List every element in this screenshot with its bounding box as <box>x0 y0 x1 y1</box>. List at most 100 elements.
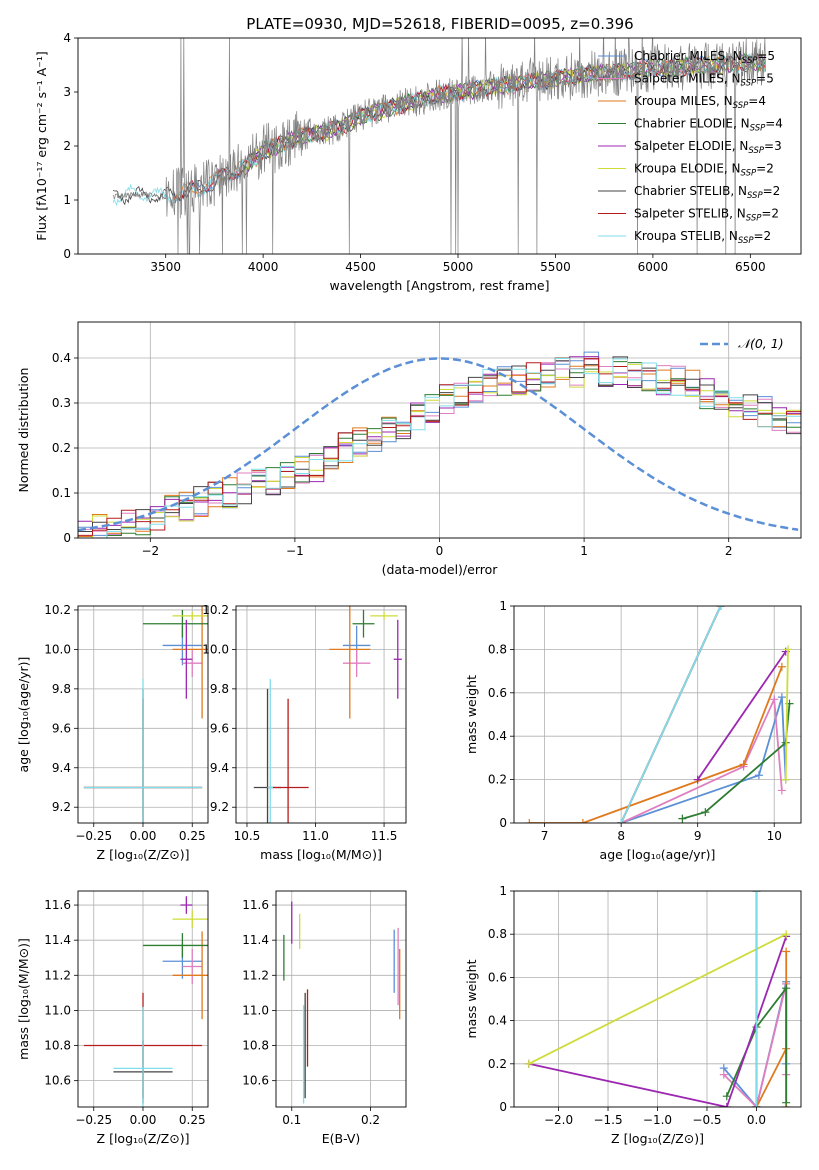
histogram-step <box>78 356 801 529</box>
x-tick-label: 0.2 <box>361 1113 380 1127</box>
legend-label: Salpeter STELIB, NSSP=2 <box>634 207 779 224</box>
x-tick-label: 3500 <box>150 260 181 274</box>
y-tick-label: 0.8 <box>488 927 507 941</box>
y-tick-label: 0.2 <box>488 1057 507 1071</box>
weight-marker <box>719 1070 728 1079</box>
y-tick-label: 11.6 <box>44 898 71 912</box>
x-tick-label: 9 <box>694 829 702 843</box>
x-tick-label: 0.0 <box>747 1113 766 1127</box>
legend-label: Kroupa STELIB, NSSP=2 <box>634 229 771 246</box>
weight-marker <box>678 814 687 823</box>
axes-frame <box>275 890 407 1108</box>
y-tick-label: 0.2 <box>488 773 507 787</box>
y-axis-label: mass weight <box>464 959 479 1038</box>
y-tick-label: 10.2 <box>44 603 71 617</box>
y-tick-label: 3 <box>63 85 71 99</box>
y-tick-label: 0.1 <box>52 486 71 500</box>
weight-marker <box>752 891 761 895</box>
weight-marker <box>782 984 791 993</box>
x-tick-label: −0.5 <box>692 1113 721 1127</box>
weight-marker <box>739 760 748 769</box>
weight-marker <box>782 1098 791 1107</box>
y-tick-label: 9.8 <box>52 682 71 696</box>
y-tick-label: 11.2 <box>44 968 71 982</box>
x-tick-label: −1 <box>286 544 304 558</box>
x-axis-label: age [log₁₀(age/yr)] <box>600 847 716 862</box>
y-tick-label: 9.4 <box>52 761 71 775</box>
y-tick-label: 10.8 <box>44 1039 71 1053</box>
plot-area <box>78 891 208 1107</box>
x-tick-label: 0 <box>436 544 444 558</box>
axes-frame <box>77 890 209 1108</box>
x-axis-label: Z [log₁₀(Z/Z⊙)] <box>97 1131 190 1146</box>
x-tick-label: 8 <box>617 829 625 843</box>
weight-marker <box>754 771 763 780</box>
x-tick-label: 5500 <box>540 260 571 274</box>
y-axis-label: Flux [fλ10⁻¹⁷ erg cm⁻² s⁻¹ A⁻¹] <box>34 51 49 240</box>
weight-marker <box>693 775 702 784</box>
y-tick-label: 0 <box>63 247 71 261</box>
x-tick-label: −0.25 <box>75 829 112 843</box>
y-tick-label: 0.2 <box>52 441 71 455</box>
axes-frame <box>77 321 802 539</box>
weight-marker <box>722 1092 731 1101</box>
weight-marker <box>770 695 779 704</box>
y-tick-label: 1 <box>499 599 507 613</box>
y-tick-label: 1 <box>63 193 71 207</box>
x-tick-label: 6000 <box>638 260 669 274</box>
y-tick-label: 0 <box>499 1100 507 1114</box>
plot-area <box>514 606 801 823</box>
panel-mass-vs-Z: −0.25 0.00 0.25 10.6 10.8 11.0 11.2 11.4 11.6 Z [… <box>16 890 209 1146</box>
y-tick-label: 0.8 <box>488 642 507 656</box>
legend-label: Salpeter MILES, NSSP=5 <box>634 72 774 89</box>
weight-marker <box>752 1103 761 1107</box>
y-tick-label: 0 <box>63 531 71 545</box>
histogram-step <box>78 356 801 532</box>
y-tick-label: 11.2 <box>242 968 269 982</box>
y-tick-label: 0.4 <box>488 1014 507 1028</box>
panel-mass-vs-ebv: 0.1 0.2 10.6 10.8 11.0 11.2 11.4 11.6 E(B-V) <box>242 890 407 1146</box>
x-tick-label: −1.0 <box>643 1113 672 1127</box>
x-tick-label: 11.5 <box>371 829 398 843</box>
legend-label: Chabrier ELODIE, NSSP=4 <box>634 117 783 134</box>
y-tick-label: 11.0 <box>44 1003 71 1017</box>
y-tick-label: 11.4 <box>242 933 269 947</box>
panel-age-vs-mass: 10.5 11.0 11.5 9.2 9.4 9.6 9.8 10.0 10.2 mass [lo… <box>202 603 407 862</box>
axes-frame <box>513 605 802 824</box>
plot-area <box>112 38 766 254</box>
y-tick-label: 0.6 <box>488 970 507 984</box>
x-axis-label: mass [log₁₀(M/M⊙)] <box>260 847 382 862</box>
x-axis-label: wavelength [Angstrom, rest frame] <box>329 278 549 293</box>
weight-line <box>755 951 788 1107</box>
data-spectrum-line <box>112 38 766 254</box>
y-tick-label: 11.4 <box>44 933 71 947</box>
axes-frame <box>235 605 407 824</box>
y-tick-label: 10.0 <box>202 642 229 656</box>
histogram-step <box>78 358 801 538</box>
histogram-step <box>78 358 801 535</box>
y-tick-label: 10.2 <box>202 603 229 617</box>
y-tick-label: 9.2 <box>52 800 71 814</box>
weight-line <box>528 936 788 1107</box>
y-tick-label: 2 <box>63 139 71 153</box>
weight-line <box>528 933 787 1065</box>
weight-marker <box>777 693 786 702</box>
y-axis-label: age [log₁₀(age/yr)] <box>16 657 31 773</box>
x-tick-label: 0.1 <box>282 1113 301 1127</box>
weight-marker <box>782 930 791 939</box>
x-axis-label: E(B-V) <box>322 1131 361 1146</box>
x-axis-label: Z [log₁₀(Z/Z⊙)] <box>97 847 190 862</box>
weight-marker <box>777 786 786 795</box>
y-tick-label: 11.0 <box>242 1003 269 1017</box>
axes-frame <box>77 605 209 824</box>
x-tick-label: 0.00 <box>130 829 157 843</box>
weight-line <box>696 651 787 781</box>
y-tick-label: 9.6 <box>52 721 71 735</box>
histogram-step <box>78 357 801 538</box>
weight-line <box>682 703 791 820</box>
x-tick-label: 10.5 <box>234 829 261 843</box>
y-tick-label: 0.6 <box>488 686 507 700</box>
x-tick-label: 5000 <box>443 260 474 274</box>
y-tick-label: 10.6 <box>44 1074 71 1088</box>
panel-age-vs-Z: −0.25 0.00 0.25 9.2 9.4 9.6 9.8 10.0 10.2 Z [log₁… <box>16 603 209 862</box>
